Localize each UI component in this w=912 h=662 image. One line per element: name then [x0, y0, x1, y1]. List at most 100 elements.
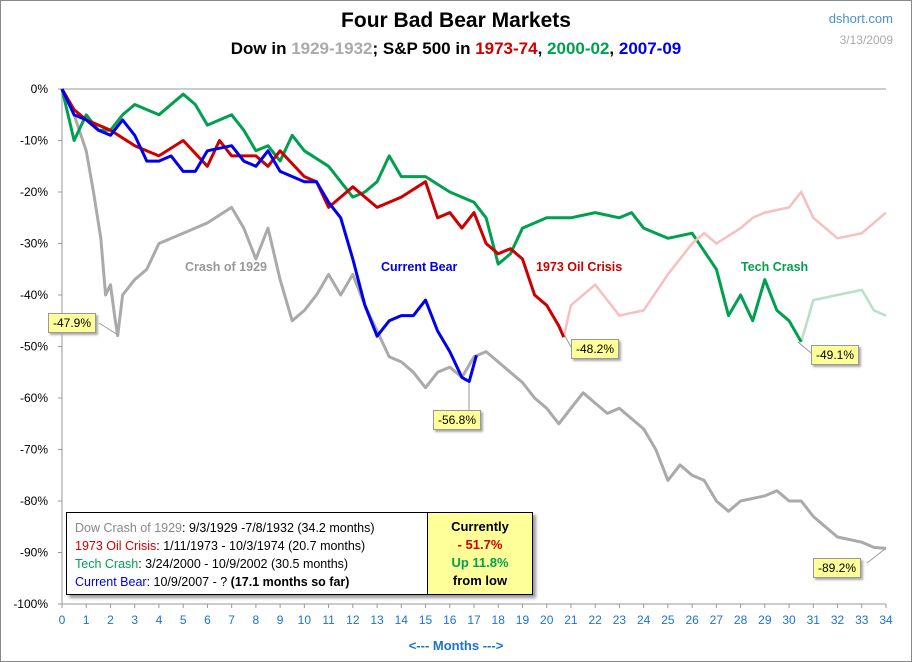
- legend-box: Dow Crash of 1929: 9/3/1929 -7/8/1932 (3…: [66, 512, 533, 595]
- legend-text: : 9/3/1929 -7/8/1932 (34.2 months): [182, 521, 375, 535]
- y-tick-label: -100%: [13, 597, 48, 611]
- series-line-1973-oil-crisis: [60, 88, 566, 338]
- subtitle-part: 1929-1932: [291, 39, 373, 58]
- callout-pointer: [564, 335, 572, 348]
- y-tick-label: -30%: [20, 237, 48, 251]
- y-tick-label: -50%: [20, 340, 48, 354]
- callout-1973-low: -48.2%: [571, 339, 620, 359]
- callout-current-low: -56.8%: [433, 410, 482, 430]
- subtitle-part: 2000-02: [547, 39, 610, 58]
- subtitle-part: 2007-09: [618, 39, 682, 58]
- x-tick-label: 27: [710, 613, 724, 627]
- x-axis-label: <--- Months --->: [408, 638, 504, 653]
- x-tick-label: 16: [443, 613, 457, 627]
- x-tick-label: 20: [540, 613, 554, 627]
- callout-pointer: [866, 548, 886, 564]
- x-tick-label: 19: [516, 613, 530, 627]
- legend-text: : 10/9/2007 - ?: [146, 575, 231, 589]
- legend-rows: Dow Crash of 1929: 9/3/1929 -7/8/1932 (3…: [67, 513, 427, 594]
- current-status: Currently - 51.7% Up 11.8% from low: [427, 513, 532, 594]
- x-tick-label: 1: [83, 613, 90, 627]
- x-tick-label: 23: [613, 613, 627, 627]
- callout-1929-low: -47.9%: [48, 313, 97, 333]
- x-tick-label: 25: [661, 613, 675, 627]
- legend-row: Tech Crash: 3/24/2000 - 10/9/2002 (30.5 …: [75, 555, 427, 573]
- x-tick-label: 30: [782, 613, 796, 627]
- chart-title: Four Bad Bear Markets: [341, 9, 571, 32]
- source-label: dshort.com: [828, 11, 893, 26]
- legend-text: : 3/24/2000 - 10/9/2002 (30.5 months): [138, 557, 349, 571]
- y-tick-label: -60%: [20, 391, 48, 405]
- legend-row: 1973 Oil Crisis: 1/11/1973 - 10/3/1974 (…: [75, 537, 427, 555]
- y-tick-label: -10%: [20, 134, 48, 148]
- legend-text-bold: (17.1 months so far): [230, 575, 350, 589]
- x-tick-label: 29: [758, 613, 772, 627]
- subtitle-part: ,: [537, 39, 548, 58]
- x-tick-label: 22: [588, 613, 602, 627]
- x-tick-label: 4: [156, 613, 163, 627]
- x-tick-label: 3: [131, 613, 138, 627]
- current-label: Currently: [451, 519, 509, 534]
- x-tick-label: 32: [831, 613, 845, 627]
- label-tech-crash: Tech Crash: [741, 260, 809, 274]
- date-label: 3/13/2009: [839, 33, 893, 47]
- legend-row: Current Bear: 10/9/2007 - ? (17.1 months…: [75, 573, 427, 591]
- x-tick-label: 14: [395, 613, 409, 627]
- x-tick-label: 5: [180, 613, 187, 627]
- series-line-1973-oil-crisis-after: [562, 189, 887, 338]
- series-line-tech-crash-after: [799, 288, 887, 343]
- legend-text: : 1/11/1973 - 10/3/1974 (20.7 months): [156, 539, 366, 553]
- y-tick-label: -90%: [20, 546, 48, 560]
- callout-1929-end: -89.2%: [813, 558, 862, 578]
- subtitle-part: ; S&P 500 in: [372, 39, 476, 58]
- x-tick-label: 21: [564, 613, 578, 627]
- x-tick-label: 24: [637, 613, 651, 627]
- callout-tech-low: -49.1%: [811, 345, 860, 365]
- current-from: from low: [452, 573, 508, 588]
- chart-subtitle: Dow in 1929-1932; S&P 500 in 1973-74, 20…: [1, 39, 911, 59]
- x-tick-label: 8: [253, 613, 260, 627]
- x-tick-label: 26: [685, 613, 699, 627]
- label-crash-1929: Crash of 1929: [185, 260, 267, 274]
- x-tick-label: 2: [107, 613, 114, 627]
- legend-name: Tech Crash: [75, 557, 139, 571]
- x-tick-label: 33: [855, 613, 869, 627]
- subtitle-part: Dow in: [230, 39, 292, 58]
- y-tick-label: 0%: [31, 82, 49, 96]
- x-tick-label: 7: [228, 613, 235, 627]
- y-tick-label: -20%: [20, 185, 48, 199]
- legend-name: 1973 Oil Crisis: [75, 539, 157, 553]
- x-tick-label: 10: [298, 613, 312, 627]
- current-change: - 51.7%: [457, 537, 503, 552]
- series-line-crash-of-1929: [60, 88, 887, 550]
- subtitle-part: ,: [609, 39, 619, 58]
- y-tick-label: -40%: [20, 288, 48, 302]
- x-tick-label: 34: [879, 613, 893, 627]
- series-line-tech-crash: [60, 88, 803, 343]
- x-tick-label: 15: [419, 613, 433, 627]
- x-tick-label: 11: [322, 613, 335, 627]
- label-current-bear: Current Bear: [381, 260, 458, 274]
- x-tick-label: 13: [370, 613, 384, 627]
- x-tick-label: 18: [492, 613, 506, 627]
- legend-row: Dow Crash of 1929: 9/3/1929 -7/8/1932 (3…: [75, 519, 427, 537]
- y-tick-label: -80%: [20, 494, 48, 508]
- x-tick-label: 17: [467, 613, 481, 627]
- legend-name: Dow Crash of 1929: [75, 521, 183, 535]
- x-tick-label: 31: [807, 613, 821, 627]
- x-tick-label: 12: [346, 613, 360, 627]
- subtitle-part: 1973-74: [475, 39, 538, 58]
- x-tick-label: 6: [204, 613, 211, 627]
- legend-name: Current Bear: [75, 575, 147, 589]
- callout-pointer: [98, 322, 119, 336]
- series-line-current-bear: [60, 88, 478, 383]
- y-tick-label: -70%: [20, 443, 48, 457]
- x-tick-label: 28: [734, 613, 748, 627]
- current-up: Up 11.8%: [451, 555, 509, 570]
- x-tick-label: 0: [59, 613, 66, 627]
- label-oil-crisis: 1973 Oil Crisis: [536, 260, 623, 274]
- callout-pointer: [797, 341, 812, 354]
- x-tick-label: 9: [277, 613, 284, 627]
